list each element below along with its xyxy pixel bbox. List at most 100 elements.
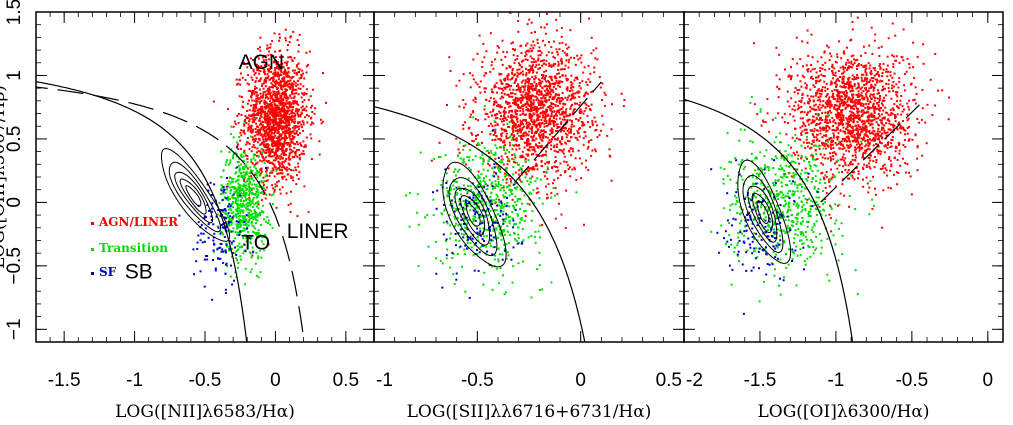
data-point [525,153,528,156]
data-point [558,48,561,51]
data-point [283,167,286,170]
data-point [244,176,247,179]
data-point [281,88,284,91]
data-point [600,129,602,132]
data-point [211,298,214,301]
data-point [520,242,523,245]
data-point [277,68,280,71]
data-point [470,246,473,249]
data-point [486,169,489,172]
data-point [206,204,209,206]
data-point [511,144,514,147]
data-point [292,169,295,172]
data-point [263,106,266,109]
data-point [488,157,491,160]
data-point [487,208,490,210]
data-point [541,97,544,100]
data-point [280,169,283,172]
data-point [265,117,268,120]
data-point [199,270,202,273]
data-point [277,147,280,150]
data-point [281,172,284,175]
data-point [250,268,253,271]
data-point [220,184,223,187]
data-point [556,123,559,126]
data-point [548,122,550,125]
data-point [240,172,243,175]
data-point [439,259,442,262]
data-point [510,71,513,74]
data-point [493,166,496,169]
data-point [535,95,538,98]
data-point [454,174,457,177]
data-point [538,289,541,291]
data-point [603,104,606,107]
data-point [230,209,233,212]
data-point [238,164,241,167]
data-point [287,128,290,131]
data-point [256,219,259,222]
data-point [472,215,475,218]
data-point [500,139,503,142]
data-point [479,80,482,83]
data-point [589,72,592,75]
data-point [273,136,276,139]
data-point [564,74,567,77]
data-point [546,94,549,97]
data-point [483,177,485,180]
density-contour [174,171,214,224]
data-point [238,95,241,98]
data-point [540,97,543,100]
data-point [282,166,285,168]
data-point [268,193,271,196]
data-point [265,79,268,82]
data-point [540,26,543,29]
data-point [541,154,544,157]
data-point [504,111,507,114]
data-point [247,231,250,233]
data-point [504,191,507,194]
data-point [473,218,475,221]
data-point [540,93,543,96]
data-point [268,123,271,125]
data-point [526,80,529,83]
data-point [290,76,293,79]
data-point [273,188,276,191]
data-point [537,54,540,57]
data-point [276,91,279,94]
data-point [513,103,516,106]
data-point [297,50,300,53]
data-point [274,141,277,144]
data-point [207,223,210,225]
data-point [268,162,271,165]
data-point [275,79,278,82]
data-point [287,96,290,99]
data-point [251,191,254,194]
data-point [228,208,231,211]
data-point [589,80,592,83]
data-point [267,88,269,91]
data-point [283,107,286,110]
data-point [250,131,253,134]
data-point [530,296,533,299]
data-point [266,47,268,50]
data-point [272,99,275,102]
data-point [529,123,532,126]
data-point [531,83,534,86]
data-point [242,237,245,240]
data-point [581,80,584,83]
data-point [273,98,276,101]
data-point [260,99,263,102]
data-point [257,232,260,234]
data-point [273,165,276,168]
data-point [277,131,280,134]
density-contour [161,147,231,242]
data-point [527,138,530,141]
data-point [508,85,511,88]
data-point [557,68,560,71]
data-point [555,114,558,117]
data-point [297,148,300,151]
data-point [221,226,224,229]
data-point [518,64,521,67]
data-point [466,156,469,158]
